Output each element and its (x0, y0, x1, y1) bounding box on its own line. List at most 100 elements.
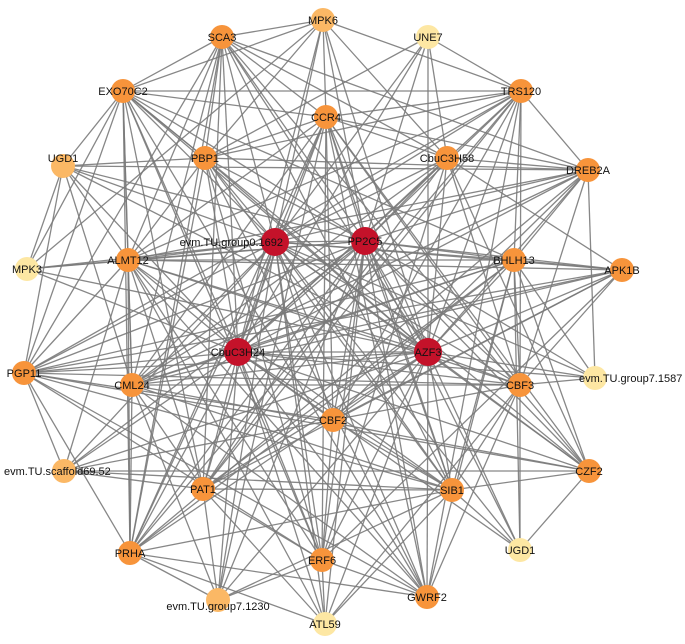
node-MPK6[interactable]: MPK6 (308, 8, 338, 32)
node-circle[interactable] (416, 25, 440, 49)
edge-ATL59-PAT1 (202, 488, 326, 625)
edge-PGP11-PRHA (23, 372, 131, 554)
node-SIB1[interactable]: SIB1 (440, 478, 464, 502)
node-CBF2[interactable]: CBF2 (319, 408, 347, 432)
edge-CCR4-PBP1 (204, 116, 327, 159)
node-TRS120[interactable]: TRS120 (501, 79, 541, 103)
edge-CbuC3H58-MPK6 (322, 19, 448, 159)
node-circle[interactable] (610, 258, 634, 282)
node-circle[interactable] (508, 538, 532, 562)
node-circle[interactable] (52, 459, 76, 483)
node-circle[interactable] (321, 408, 345, 432)
node-circle[interactable] (120, 373, 144, 397)
edge-BHLH13-UGD1b (513, 259, 521, 551)
node-circle[interactable] (440, 478, 464, 502)
node-circle[interactable] (206, 588, 230, 612)
node-circle[interactable] (311, 8, 335, 32)
edge-CZF2-SCA3 (221, 36, 590, 472)
edge-BHLH13-evmTUgroup71587 (513, 259, 596, 379)
node-APK1B[interactable]: APK1B (604, 258, 640, 282)
node-BHLH13[interactable]: BHLH13 (493, 248, 535, 272)
node-circle[interactable] (508, 373, 532, 397)
node-label: PAT1 (190, 484, 216, 496)
node-circle[interactable] (435, 146, 459, 170)
node-circle[interactable] (111, 79, 135, 103)
edge-CCR4-evmTUgroup71230 (217, 116, 327, 601)
node-UGD1b[interactable]: UGD1 (505, 538, 536, 562)
node-circle[interactable] (576, 158, 600, 182)
node-circle[interactable] (12, 361, 36, 385)
node-circle[interactable] (509, 79, 533, 103)
edge-CCR4-PRHA (129, 116, 327, 554)
node-evmTUgroup71230[interactable]: evm.TU.group7.1230 (166, 588, 270, 613)
edge-ATL59-SIB1 (324, 489, 453, 625)
node-UNE7[interactable]: UNE7 (413, 25, 443, 49)
node-GWRF2[interactable]: GWRF2 (407, 585, 447, 609)
edge-BHLH13-DREB2A (513, 169, 589, 261)
node-circle[interactable] (351, 227, 379, 255)
node-PBP1[interactable]: PBP1 (191, 146, 219, 170)
node-CZF2[interactable]: CZF2 (575, 459, 603, 483)
edge-APK1B-ERF6 (321, 269, 623, 561)
edge-CbuC3H24-MPK3 (26, 268, 239, 353)
edge-PP2C5-UNE7 (364, 36, 429, 242)
node-CBF3[interactable]: CBF3 (506, 373, 534, 397)
node-circle[interactable] (313, 612, 337, 636)
node-label: CZF2 (575, 466, 603, 478)
node-circle[interactable] (314, 105, 338, 129)
node-PAT1[interactable]: PAT1 (190, 477, 216, 501)
node-circle[interactable] (415, 585, 439, 609)
edge-DREB2A-PP2C5 (364, 169, 589, 242)
edge-APK1B-PP2C5 (364, 240, 623, 271)
edge-CZF2-CbuC3H58 (446, 157, 590, 472)
node-ERF6[interactable]: ERF6 (308, 548, 336, 572)
edge-CML24-SIB1 (131, 384, 453, 491)
node-CCR4[interactable]: CCR4 (311, 105, 341, 129)
node-circle[interactable] (414, 338, 442, 366)
node-DREB2A[interactable]: DREB2A (566, 158, 611, 182)
node-SCA3[interactable]: SCA3 (208, 25, 237, 49)
node-circle[interactable] (193, 146, 217, 170)
node-CML24[interactable]: CML24 (114, 373, 150, 397)
node-circle[interactable] (583, 366, 607, 390)
node-PRHA[interactable]: PRHA (115, 541, 146, 565)
node-circle[interactable] (51, 154, 75, 178)
node-circle[interactable] (502, 248, 526, 272)
node-circle[interactable] (191, 477, 215, 501)
node-ATL59[interactable]: ATL59 (309, 612, 341, 636)
node-circle[interactable] (15, 257, 39, 281)
node-UGD1a[interactable]: UGD1 (48, 153, 79, 178)
edge-UGD1b-evmTUgroup01692 (274, 241, 521, 551)
node-circle[interactable] (118, 541, 142, 565)
edge-CBF2-CBF3 (332, 384, 521, 421)
node-label: TRS120 (501, 86, 541, 98)
node-circle[interactable] (261, 228, 289, 256)
node-circle[interactable] (224, 338, 252, 366)
node-evmTUgroup71587[interactable]: evm.TU.group7.1587 (579, 366, 682, 390)
node-evmTUscaffold6952[interactable]: evm.TU.scaffold69.52 (4, 459, 111, 483)
edge-ALMT12-PGP11 (23, 259, 129, 374)
edge-PP2C5-UGD1b (364, 240, 521, 551)
node-circle[interactable] (577, 459, 601, 483)
node-AZF3[interactable]: AZF3 (414, 338, 442, 366)
node-circle[interactable] (310, 548, 334, 572)
node-evmTUgroup01692[interactable]: evm.TU.group0.1692 (180, 228, 289, 256)
node-circle[interactable] (210, 25, 234, 49)
node-PGP11[interactable]: PGP11 (7, 361, 42, 385)
node-circle[interactable] (116, 248, 140, 272)
node-MPK3[interactable]: MPK3 (12, 257, 42, 281)
node-label: CBF3 (506, 380, 534, 392)
node-CbuC3H58[interactable]: CbuC3H58 (420, 146, 474, 170)
edge-ALMT12-evmTUscaffold6952 (63, 259, 129, 472)
node-CbuC3H24[interactable]: CbuC3H24 (211, 338, 265, 366)
edge-PAT1-SIB1 (202, 488, 453, 491)
edge-CCR4-ERF6 (321, 116, 327, 561)
node-PP2C5[interactable]: PP2C5 (348, 227, 383, 255)
node-label: MPK3 (12, 264, 42, 276)
edge-AZF3-MPK3 (26, 268, 429, 353)
edge-CML24-PAT1 (131, 384, 204, 490)
node-EXO70C2[interactable]: EXO70C2 (98, 79, 148, 103)
node-ALMT12[interactable]: ALMT12 (107, 248, 149, 272)
edge-CBF3-SIB1 (451, 384, 521, 491)
